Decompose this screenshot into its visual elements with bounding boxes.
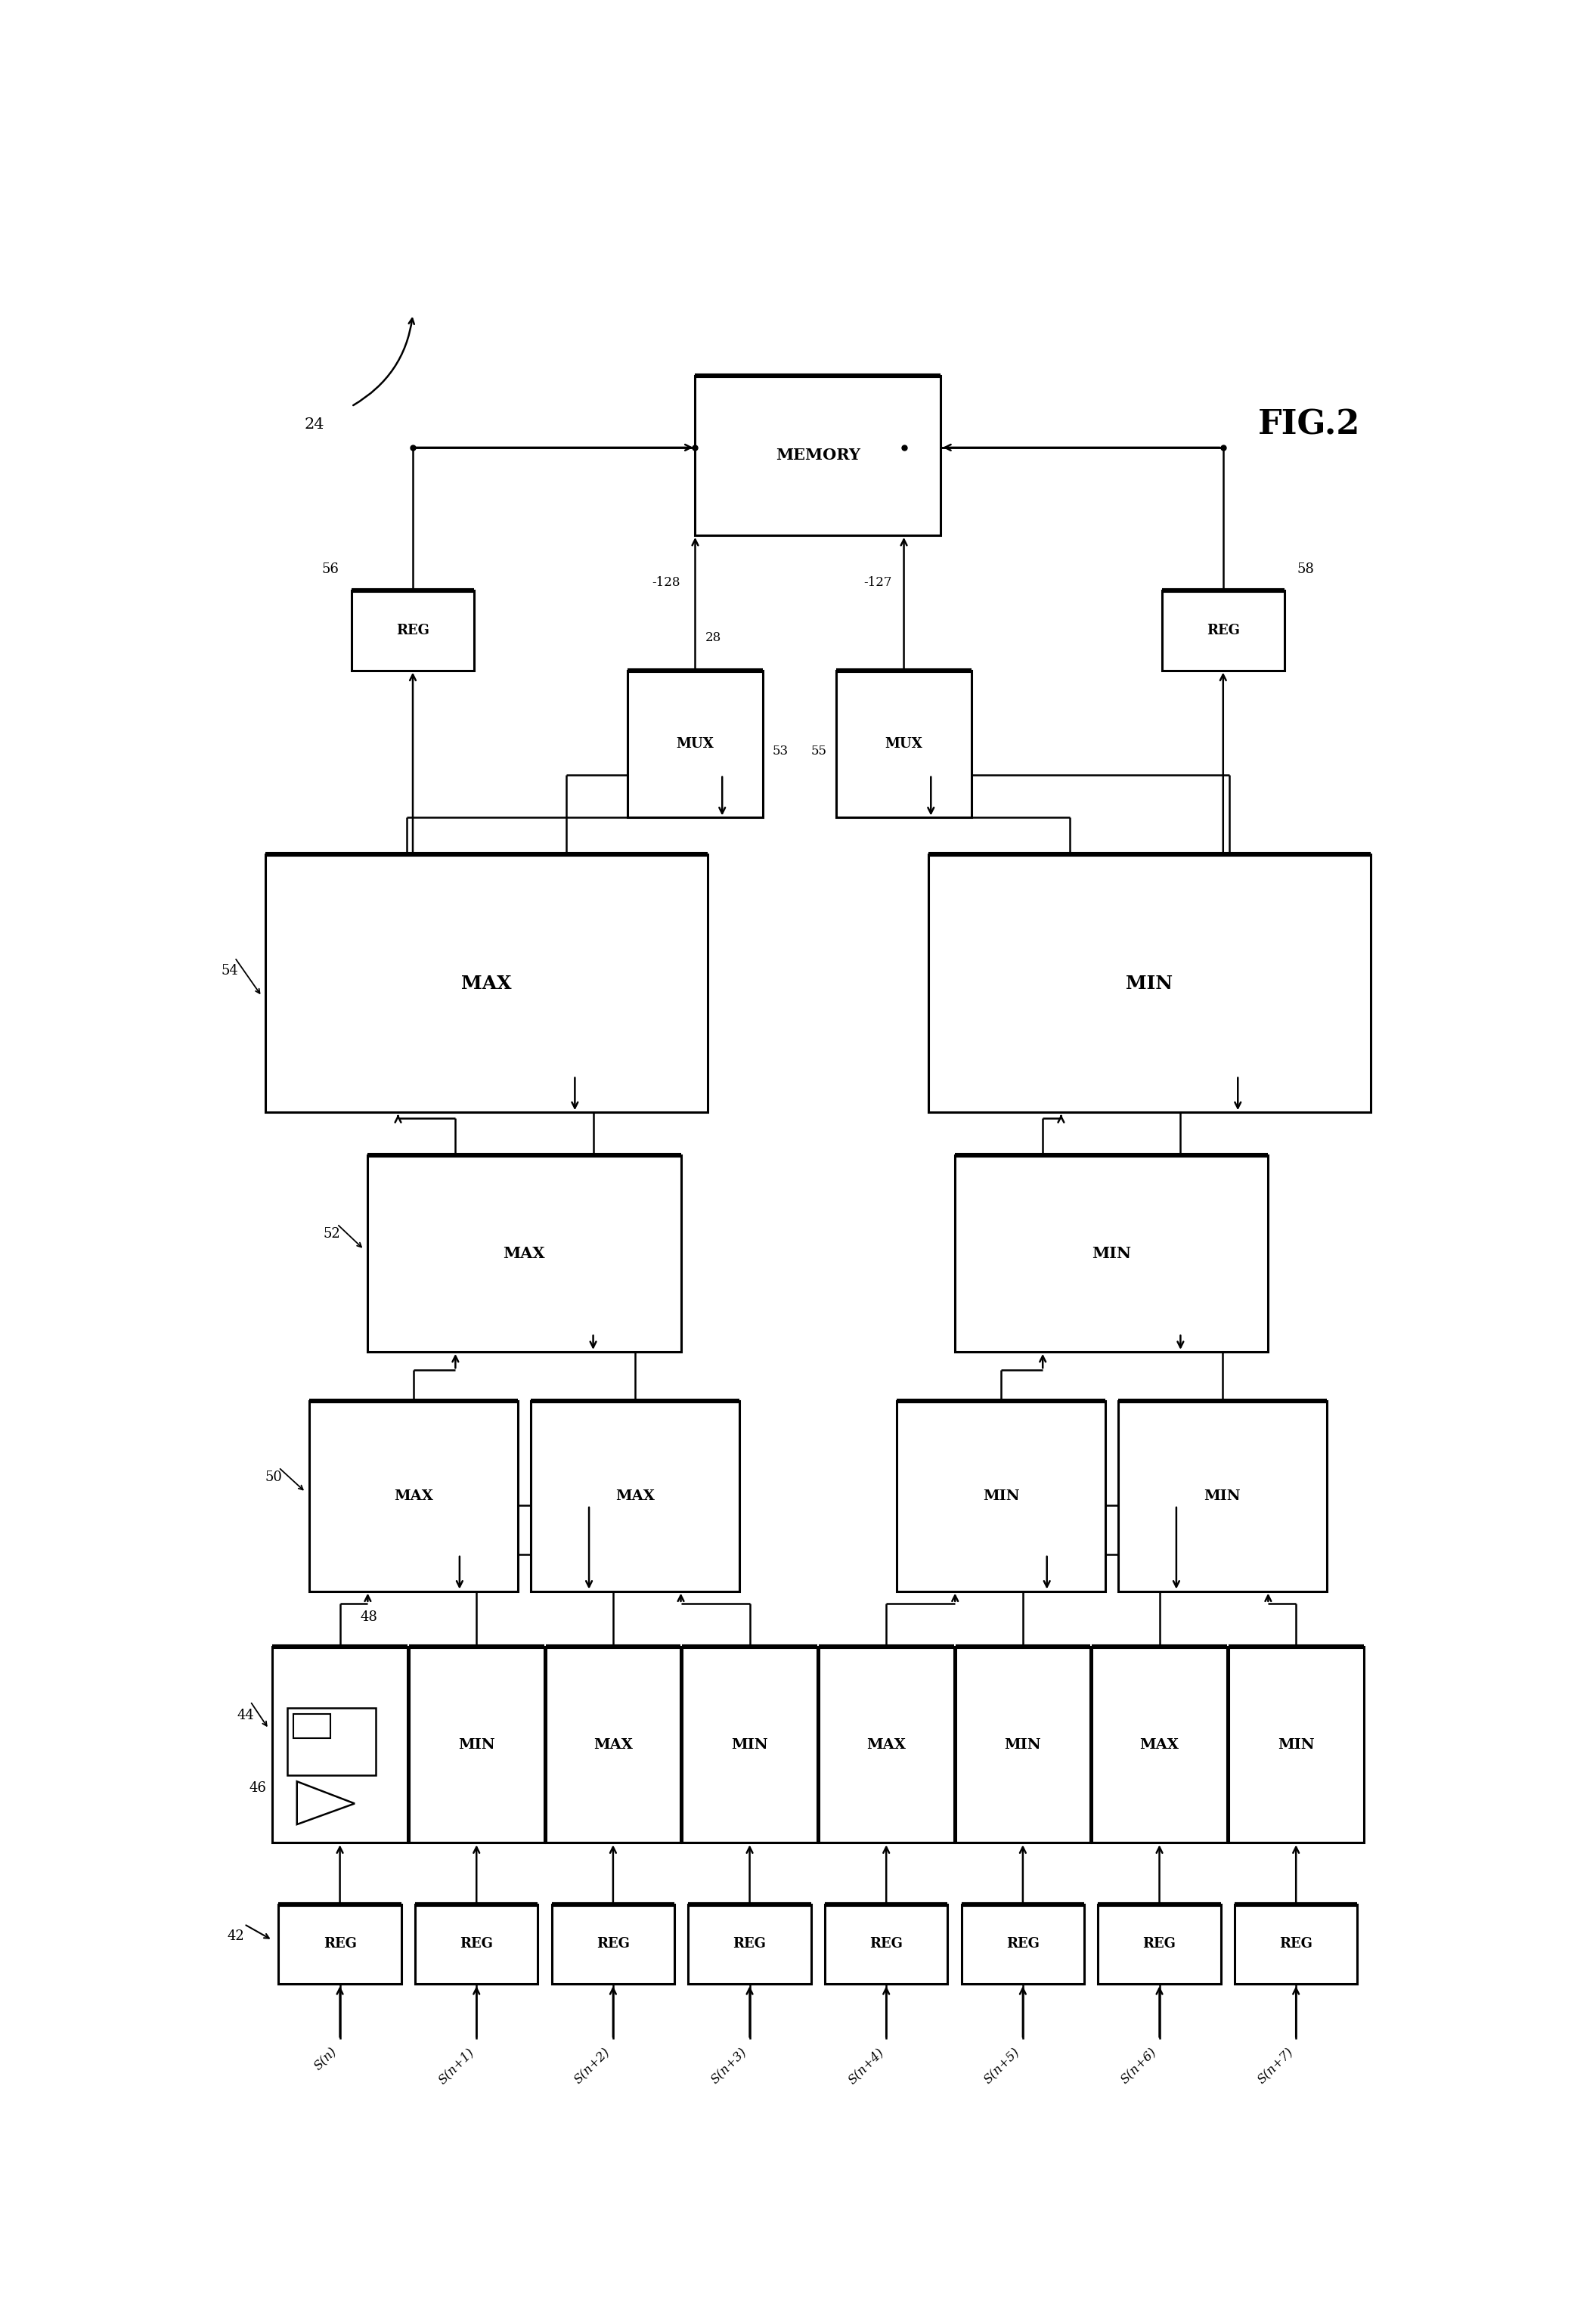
- Text: MEMORY: MEMORY: [776, 449, 860, 462]
- Bar: [681, 1646, 817, 1843]
- Text: MAX: MAX: [394, 1489, 433, 1503]
- Bar: [279, 1905, 401, 1984]
- Bar: [929, 855, 1371, 1112]
- Text: MIN: MIN: [1092, 1246, 1132, 1260]
- Text: MIN: MIN: [1278, 1739, 1315, 1752]
- Text: 58: 58: [1298, 562, 1314, 576]
- Bar: [310, 1401, 519, 1591]
- Bar: [1235, 1905, 1357, 1984]
- Text: REG: REG: [1207, 624, 1240, 638]
- Text: 50: 50: [265, 1470, 282, 1484]
- Text: REG: REG: [1280, 1937, 1312, 1951]
- Text: MUX: MUX: [886, 738, 922, 751]
- Bar: [961, 1905, 1084, 1984]
- Bar: [956, 1646, 1090, 1843]
- Bar: [696, 375, 940, 536]
- Text: REG: REG: [597, 1937, 630, 1951]
- Text: S(n+6): S(n+6): [1119, 2046, 1159, 2085]
- Text: REG: REG: [396, 624, 429, 638]
- Bar: [897, 1401, 1106, 1591]
- Polygon shape: [297, 1783, 354, 1824]
- Bar: [1162, 590, 1285, 670]
- Text: 52: 52: [324, 1228, 340, 1242]
- Bar: [1098, 1905, 1221, 1984]
- Bar: [273, 1646, 407, 1843]
- Text: FIG.2: FIG.2: [1258, 409, 1360, 442]
- Text: 48: 48: [361, 1611, 377, 1625]
- Text: S(n+1): S(n+1): [436, 2046, 477, 2085]
- Bar: [552, 1905, 675, 1984]
- Text: REG: REG: [324, 1937, 356, 1951]
- Text: MAX: MAX: [321, 1739, 359, 1752]
- Bar: [954, 1156, 1269, 1353]
- Bar: [415, 1905, 538, 1984]
- Bar: [1092, 1646, 1227, 1843]
- Text: 24: 24: [305, 418, 324, 432]
- Bar: [287, 1709, 375, 1776]
- Bar: [688, 1905, 811, 1984]
- Text: REG: REG: [1005, 1937, 1039, 1951]
- Bar: [530, 1401, 739, 1591]
- Bar: [351, 590, 474, 670]
- Text: S(n+4): S(n+4): [846, 2046, 886, 2085]
- Text: MAX: MAX: [1140, 1739, 1179, 1752]
- Bar: [819, 1646, 954, 1843]
- Text: 55: 55: [811, 744, 827, 758]
- Text: REG: REG: [733, 1937, 766, 1951]
- Text: S(n+3): S(n+3): [709, 2046, 750, 2085]
- Text: MAX: MAX: [461, 973, 512, 992]
- Text: 46: 46: [249, 1780, 267, 1794]
- Text: MUX: MUX: [677, 738, 713, 751]
- Text: MIN: MIN: [458, 1739, 495, 1752]
- Text: MAX: MAX: [616, 1489, 654, 1503]
- Bar: [409, 1646, 544, 1843]
- Text: 56: 56: [322, 562, 338, 576]
- Bar: [627, 670, 763, 818]
- Text: -127: -127: [863, 576, 892, 590]
- Text: REG: REG: [870, 1937, 903, 1951]
- Text: MIN: MIN: [1203, 1489, 1240, 1503]
- Bar: [546, 1646, 680, 1843]
- Bar: [825, 1905, 948, 1984]
- Text: 42: 42: [227, 1928, 244, 1942]
- Text: S(n): S(n): [313, 2046, 340, 2074]
- Bar: [1117, 1401, 1326, 1591]
- Text: 44: 44: [236, 1709, 254, 1722]
- Text: MIN: MIN: [731, 1739, 768, 1752]
- Text: 54: 54: [222, 964, 238, 978]
- Text: 28: 28: [705, 631, 721, 645]
- Text: REG: REG: [1143, 1937, 1176, 1951]
- Text: MAX: MAX: [867, 1739, 907, 1752]
- Bar: [367, 1156, 681, 1353]
- Text: S(n+7): S(n+7): [1254, 2046, 1296, 2085]
- Bar: [836, 670, 972, 818]
- Bar: [265, 855, 707, 1112]
- Text: MAX: MAX: [503, 1246, 546, 1260]
- Text: MIN: MIN: [983, 1489, 1020, 1503]
- Text: MIN: MIN: [1004, 1739, 1041, 1752]
- Bar: [1229, 1646, 1363, 1843]
- Bar: [294, 1713, 330, 1739]
- Text: MAX: MAX: [594, 1739, 632, 1752]
- Text: MIN: MIN: [1125, 973, 1173, 992]
- Text: REG: REG: [460, 1937, 493, 1951]
- Text: S(n+2): S(n+2): [571, 2046, 613, 2085]
- Text: 53: 53: [772, 744, 788, 758]
- Text: -128: -128: [653, 576, 680, 590]
- Text: S(n+5): S(n+5): [982, 2046, 1023, 2085]
